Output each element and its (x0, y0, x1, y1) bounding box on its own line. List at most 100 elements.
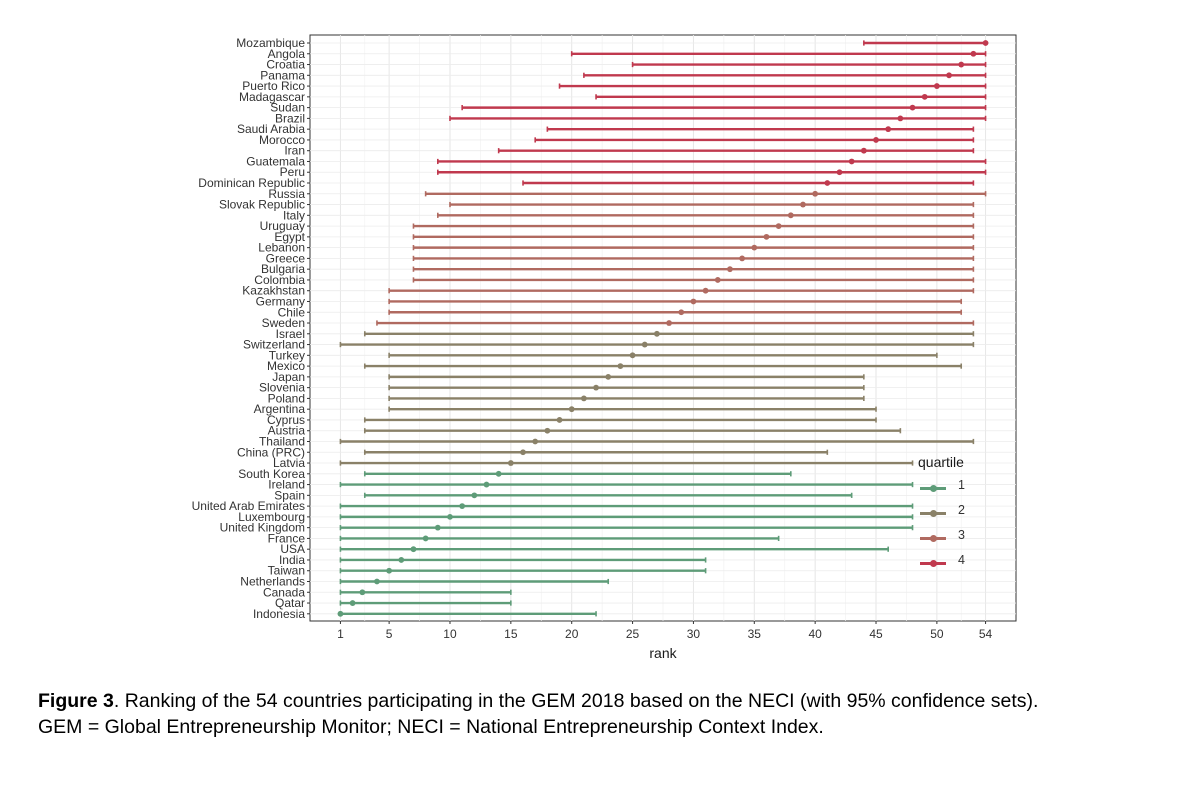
y-tick-label: Argentina (254, 402, 306, 416)
y-tick-label: Dominican Republic (198, 176, 305, 190)
rank-point (897, 115, 904, 122)
rank-point (787, 212, 794, 219)
y-tick-label: Egypt (274, 230, 305, 244)
y-tick-label: Kazakhstan (242, 284, 305, 298)
interval-row (412, 233, 975, 240)
y-tick-label: Guatemala (246, 154, 305, 168)
y-tick-label: Sweden (262, 316, 305, 330)
rank-point (556, 417, 563, 423)
rank-point (958, 61, 965, 68)
y-tick-label: India (279, 553, 305, 567)
y-tick-label: Turkey (269, 348, 305, 362)
interval-row (339, 438, 975, 445)
interval-row (376, 320, 975, 326)
interval-row (363, 492, 853, 499)
x-axis-title: rank (649, 645, 677, 661)
rank-point (921, 93, 928, 100)
rank-point (909, 104, 916, 111)
legend-label: 1 (958, 478, 965, 492)
rank-point (933, 83, 940, 89)
rank-point (532, 438, 539, 445)
y-tick-label: Taiwan (268, 564, 305, 578)
interval-row (558, 83, 987, 89)
rank-point (641, 341, 648, 348)
interval-row (339, 460, 914, 466)
caption-main-text: . Ranking of the 54 countries participat… (113, 690, 1039, 712)
x-tick-label: 35 (748, 627, 762, 641)
interval-row (449, 115, 987, 122)
interval-row (339, 524, 914, 531)
interval-row (339, 557, 707, 563)
y-tick-label: United Kingdom (220, 521, 305, 535)
rank-point (459, 503, 466, 510)
y-tick-label: Morocco (259, 133, 305, 147)
interval-row (339, 481, 914, 488)
rank-point (848, 158, 855, 165)
legend-key (918, 481, 948, 495)
interval-row (388, 395, 865, 402)
interval-row (388, 298, 963, 305)
interval-row (424, 190, 987, 197)
x-tick-label: 45 (869, 627, 883, 641)
interval-row (437, 212, 975, 219)
legend-item-quartile-4: 4 (912, 551, 1012, 576)
interval-row (388, 384, 865, 391)
confidence-intervals (337, 40, 989, 617)
rank-point (751, 244, 758, 251)
caption-main: Figure 3. Ranking of the 54 countries pa… (38, 688, 1156, 714)
legend-label: 4 (958, 553, 965, 567)
y-tick-label: Thailand (259, 434, 305, 448)
rank-point (483, 481, 490, 488)
x-tick-label: 30 (687, 627, 701, 641)
interval-row (337, 610, 597, 617)
y-tick-label: Qatar (275, 596, 305, 610)
interval-row (363, 417, 877, 423)
y-tick-label: Greece (266, 251, 306, 265)
figure-number: Figure 3 (38, 690, 114, 712)
interval-row (461, 104, 987, 111)
y-tick-label: Poland (268, 391, 305, 405)
y-tick-label: Chile (278, 305, 306, 319)
x-tick-label: 54 (979, 627, 993, 641)
caption-note: GEM = Global Entrepreneurship Monitor; N… (38, 716, 824, 738)
interval-row (570, 50, 987, 57)
interval-row (339, 546, 889, 553)
interval-row (363, 470, 792, 477)
interval-row (412, 255, 975, 262)
rank-point (605, 373, 612, 380)
x-tick-label: 5 (386, 627, 393, 641)
y-tick-label: Luxembourg (238, 510, 305, 524)
rank-point (410, 546, 417, 553)
rank-point (386, 567, 393, 574)
interval-row (339, 535, 780, 542)
interval-row (339, 503, 914, 510)
rank-point (836, 169, 843, 176)
x-tick-label: 25 (626, 627, 640, 641)
interval-row (412, 244, 975, 251)
y-tick-label: Indonesia (253, 607, 305, 621)
y-tick-label: USA (280, 542, 305, 556)
y-tick-label: Mexico (267, 359, 305, 373)
rank-point (702, 287, 709, 294)
figure-caption: Figure 3. Ranking of the 54 countries pa… (38, 688, 1156, 740)
rank-point (654, 330, 660, 337)
rank-point (885, 126, 892, 133)
interval-row (583, 72, 987, 79)
x-tick-label: 15 (504, 627, 518, 641)
y-tick-label: Brazil (275, 111, 305, 125)
legend-title: quartile (918, 454, 964, 470)
y-tick-label: Madagascar (239, 90, 305, 104)
interval-row (388, 352, 938, 359)
y-tick-label: Austria (268, 424, 306, 438)
legend-item-quartile-2: 2 (912, 501, 1012, 526)
rank-point (337, 610, 344, 617)
rank-point (666, 320, 672, 326)
y-tick-label: Peru (280, 165, 305, 179)
y-tick-label: Slovenia (259, 381, 305, 395)
legend-label: 2 (958, 503, 965, 517)
rank-point (398, 557, 405, 563)
y-tick-label: Spain (274, 488, 305, 502)
rank-point (544, 427, 551, 434)
